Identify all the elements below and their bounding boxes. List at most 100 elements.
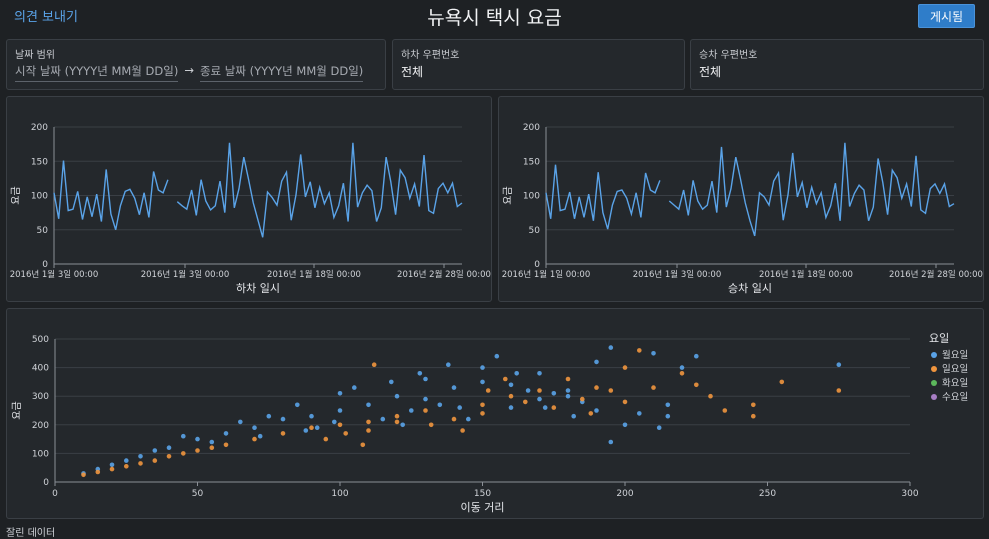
data-point [594, 359, 599, 365]
data-point [622, 422, 628, 428]
data-point [451, 416, 457, 422]
data-point [423, 376, 428, 382]
data-point [394, 419, 400, 425]
data-point [109, 466, 115, 472]
x-tick-label: 250 [759, 489, 776, 499]
data-point [651, 385, 656, 390]
pickup-fare-line-chart[interactable]: 0 50 100 150 200 2016년 1월 1일 00:00 2016년 1월 3일… [499, 97, 985, 303]
data-point [460, 428, 465, 433]
data-point [679, 371, 685, 376]
data-point [380, 416, 386, 422]
start-date-input[interactable]: 시작 날짜 (YYYY년 MM월 DD일) [15, 63, 179, 82]
data-point [608, 388, 614, 393]
data-point [209, 445, 215, 450]
data-point [514, 371, 519, 376]
distance-fare-chart-panel: 0 100 200 300 400 500 0 50 100 150 200 250 300 이동 거리 요… [6, 308, 984, 519]
data-point [594, 408, 599, 413]
data-point [366, 428, 371, 433]
y-tick-label: 0 [43, 478, 49, 488]
data-point [423, 396, 428, 402]
arrow-right-icon: → [184, 63, 194, 77]
data-point [295, 402, 300, 408]
stale-data-link[interactable]: 잘린 데이터 [6, 528, 56, 539]
data-point [508, 382, 514, 388]
data-point [223, 431, 229, 436]
data-point [152, 448, 158, 453]
data-point [337, 391, 343, 396]
date-range-label: 날짜 범위 [15, 50, 55, 61]
data-point [195, 436, 200, 442]
data-point [751, 413, 756, 419]
data-point [181, 451, 186, 456]
data-point [343, 431, 349, 436]
distance-fare-scatter-chart[interactable]: 0 100 200 300 400 500 0 50 100 150 200 250 300 이동 거리 요… [7, 309, 985, 520]
data-point [124, 458, 129, 463]
data-point [394, 413, 400, 419]
data-point [252, 425, 257, 430]
data-point [337, 408, 343, 413]
data-point [608, 345, 614, 350]
data-point [651, 351, 656, 356]
data-point [508, 393, 514, 399]
data-point [314, 425, 320, 430]
dropoff-zip-value[interactable]: 전체 [401, 65, 424, 79]
series-line [53, 142, 463, 238]
pickup-zip-label: 승차 우편번호 [699, 50, 758, 61]
data-point [332, 419, 337, 425]
data-point [409, 408, 414, 413]
data-point [303, 428, 309, 433]
data-point [637, 411, 642, 416]
legend-marker [931, 352, 937, 358]
data-point [152, 458, 158, 463]
data-point [665, 402, 671, 408]
legend-label: 월요일 [942, 349, 968, 361]
legend-marker [931, 394, 937, 400]
x-tick-label: 2016년 1월 3일 00:00 [633, 269, 722, 280]
data-point [608, 439, 614, 445]
data-point [537, 388, 542, 393]
data-point [124, 464, 129, 469]
data-point [252, 436, 257, 442]
data-point [551, 391, 557, 396]
x-axis-title: 이동 거리 [461, 501, 505, 514]
data-point [779, 379, 785, 385]
dropoff-zip-label: 하차 우편번호 [401, 50, 460, 61]
data-point [389, 379, 394, 385]
y-tick-label: 500 [32, 335, 49, 345]
data-point [223, 442, 229, 448]
data-point [238, 419, 243, 425]
data-point [508, 405, 514, 410]
data-point [423, 408, 428, 413]
feedback-link[interactable]: 의견 보내기 [14, 10, 78, 25]
x-tick-label: 300 [901, 489, 918, 499]
dropoff-zip-filter[interactable]: 하차 우편번호 전체 [392, 39, 685, 90]
y-tick-label: 50 [37, 226, 49, 236]
data-point [580, 396, 585, 402]
data-point [537, 371, 542, 376]
data-point [551, 405, 557, 410]
dropoff-fare-line-chart[interactable]: 0 50 100 150 200 2016년 1월 3일 00:00 2016년 1월 3일… [7, 97, 493, 303]
publish-button[interactable]: 게시됨 [918, 4, 975, 28]
data-point [594, 385, 599, 390]
data-point [525, 388, 531, 393]
end-date-input[interactable]: 종료 날짜 (YYYY년 MM월 DD일) [199, 63, 364, 82]
dropoff-chart-panel: 0 50 100 150 200 2016년 1월 3일 00:00 2016년 1월 3일… [6, 96, 492, 302]
data-point [571, 413, 576, 419]
x-tick-label: 2016년 1월 18일 00:00 [267, 269, 361, 280]
pickup-chart-panel: 0 50 100 150 200 2016년 1월 1일 00:00 2016년 1월 3일… [498, 96, 984, 302]
legend-label: 수요일 [942, 392, 968, 403]
pickup-zip-value[interactable]: 전체 [699, 65, 722, 79]
data-point [565, 376, 571, 382]
x-tick-label: 100 [331, 489, 348, 499]
x-tick-label: 2016년 2월 28일 00:00 [889, 269, 983, 280]
data-point [694, 382, 699, 388]
x-tick-label: 150 [474, 489, 491, 499]
legend-marker [931, 380, 937, 386]
y-tick-label: 100 [32, 449, 49, 459]
y-tick-label: 150 [31, 157, 48, 167]
y-tick-label: 100 [31, 192, 48, 202]
data-point [622, 365, 628, 370]
pickup-zip-filter[interactable]: 승차 우편번호 전체 [690, 39, 984, 90]
x-tick-label: 2016년 1월 1일 00:00 [502, 269, 591, 280]
y-tick-label: 200 [523, 123, 540, 133]
